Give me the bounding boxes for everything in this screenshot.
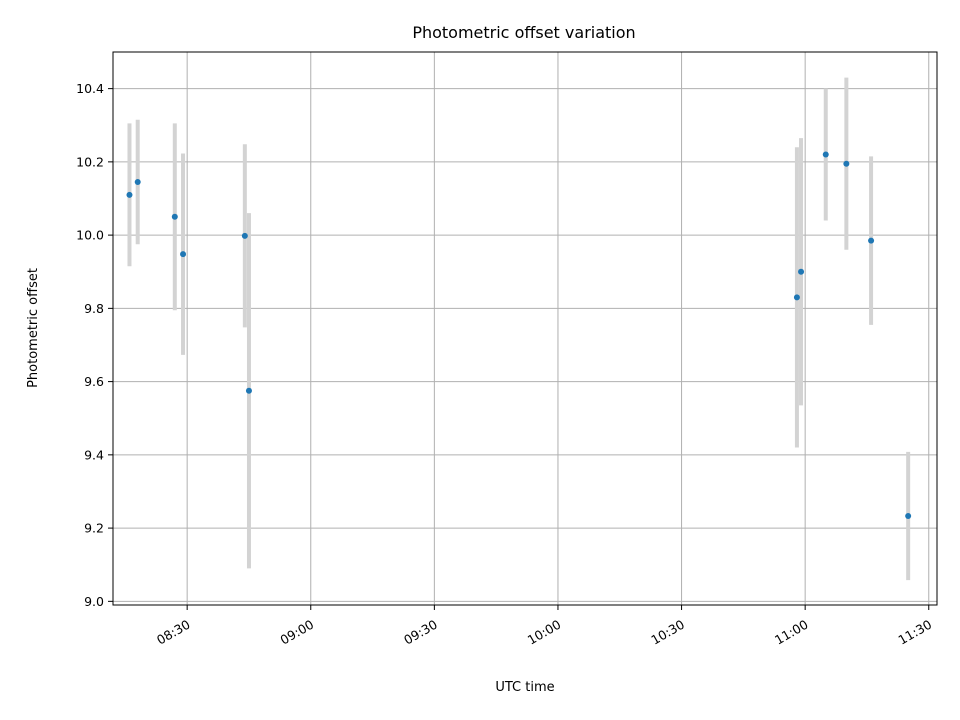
y-tick-label: 9.6 — [84, 374, 104, 389]
x-tick-label: 11:00 — [772, 617, 811, 648]
data-point — [868, 237, 875, 244]
y-tick-label: 10.0 — [76, 228, 104, 243]
data-point — [905, 513, 912, 520]
y-axis-label: Photometric offset — [26, 268, 41, 388]
error-bars — [127, 77, 911, 581]
x-axis-label: UTC time — [495, 680, 554, 695]
data-point — [180, 251, 187, 258]
data-point — [134, 179, 141, 186]
x-tick-label: 09:30 — [401, 617, 440, 648]
data-point — [843, 160, 850, 167]
y-axis-ticks: 9.0 9.2 9.4 9.6 9.8 10.0 10.2 10.4 — [76, 81, 113, 609]
data-points — [126, 151, 912, 520]
data-point — [245, 387, 252, 394]
x-tick-label: 11:30 — [896, 617, 935, 648]
x-tick-label: 08:30 — [154, 617, 193, 648]
y-tick-label: 9.0 — [84, 594, 104, 609]
data-point — [171, 213, 178, 220]
data-point — [126, 191, 133, 198]
x-tick-label: 10:30 — [648, 617, 687, 648]
grid-lines — [113, 52, 937, 605]
data-point — [241, 232, 248, 239]
y-tick-label: 10.2 — [76, 154, 104, 169]
data-point — [793, 294, 800, 301]
y-tick-label: 9.4 — [84, 447, 104, 462]
y-tick-label: 9.2 — [84, 521, 104, 536]
y-tick-label: 10.4 — [76, 81, 104, 96]
chart-title: Photometric offset variation — [412, 23, 635, 42]
x-axis-ticks: 08:30 09:00 09:30 10:00 10:30 11:00 11:30 — [154, 605, 934, 648]
x-tick-label: 10:00 — [525, 617, 564, 648]
data-point — [822, 151, 829, 158]
data-point — [798, 268, 805, 275]
x-tick-label: 09:00 — [278, 617, 317, 648]
y-tick-label: 9.8 — [84, 301, 104, 316]
plot-frame — [112, 51, 938, 606]
